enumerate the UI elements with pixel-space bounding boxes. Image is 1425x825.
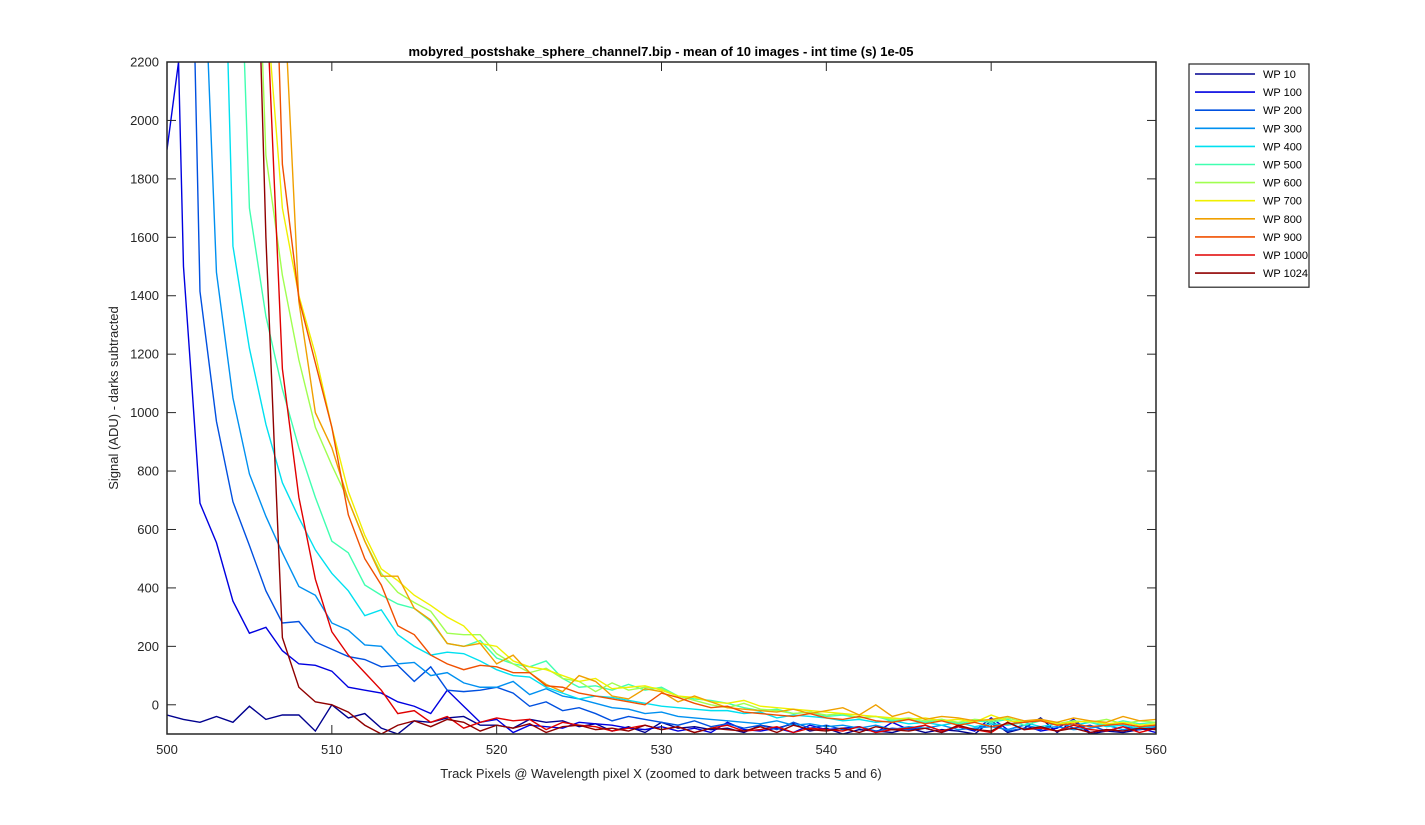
legend: WP 10 WP 100 WP 200 WP 300 WP 400 WP 500 WP 60…: [1188, 63, 1310, 288]
legend-box: [1188, 63, 1310, 288]
x-tick-label: 500: [156, 742, 178, 757]
legend-entry: WP 900: [1263, 232, 1302, 244]
legend-entry: WP 600: [1263, 178, 1302, 190]
plot-area: [167, 62, 1156, 734]
x-tick-label: 530: [651, 742, 673, 757]
y-tick-label: 1200: [130, 347, 159, 362]
x-tick-label: 560: [1145, 742, 1167, 757]
x-tick-label: 510: [321, 742, 343, 757]
x-tick-label: 520: [486, 742, 508, 757]
y-tick-label: 2000: [130, 113, 159, 128]
series-line-10: [278, 62, 1156, 728]
y-tick-label: 1600: [130, 230, 159, 245]
series-line-5: [227, 62, 1156, 729]
series-line-12: [260, 62, 1156, 734]
y-tick-label: 1800: [130, 171, 159, 186]
legend-entry: WP 300: [1263, 123, 1302, 135]
y-tick-label: 400: [137, 580, 159, 595]
chart-title: mobyred_postshake_sphere_channel7.bip - …: [408, 44, 913, 59]
legend-entry: WP 200: [1263, 105, 1302, 117]
series-line-3: [194, 62, 1156, 732]
legend-entry: WP 100: [1263, 87, 1302, 99]
legend-entry: WP 1024: [1263, 268, 1308, 280]
y-tick-label: 200: [137, 639, 159, 654]
x-tick-label: 550: [980, 742, 1002, 757]
legend-entry: WP 700: [1263, 196, 1302, 208]
legend-entry: WP 400: [1263, 141, 1302, 153]
legend-entry: WP 10: [1263, 69, 1296, 81]
y-tick-label: 0: [152, 697, 159, 712]
series-line-9: [286, 62, 1156, 724]
legend-entry: WP 800: [1263, 214, 1302, 226]
y-tick-label: 600: [137, 522, 159, 537]
series-line-7: [261, 62, 1156, 725]
x-tick-label: 540: [815, 742, 837, 757]
y-axis-label: Signal (ADU) - darks subtracted: [106, 306, 121, 490]
y-tick-label: 2200: [130, 55, 159, 70]
y-tick-label: 1000: [130, 405, 159, 420]
legend-entry: WP 1000: [1263, 250, 1308, 262]
y-tick-label: 1400: [130, 288, 159, 303]
x-axis-label: Track Pixels @ Wavelength pixel X (zoome…: [440, 766, 881, 781]
y-tick-label: 800: [137, 464, 159, 479]
legend-entry: WP 500: [1263, 160, 1302, 172]
